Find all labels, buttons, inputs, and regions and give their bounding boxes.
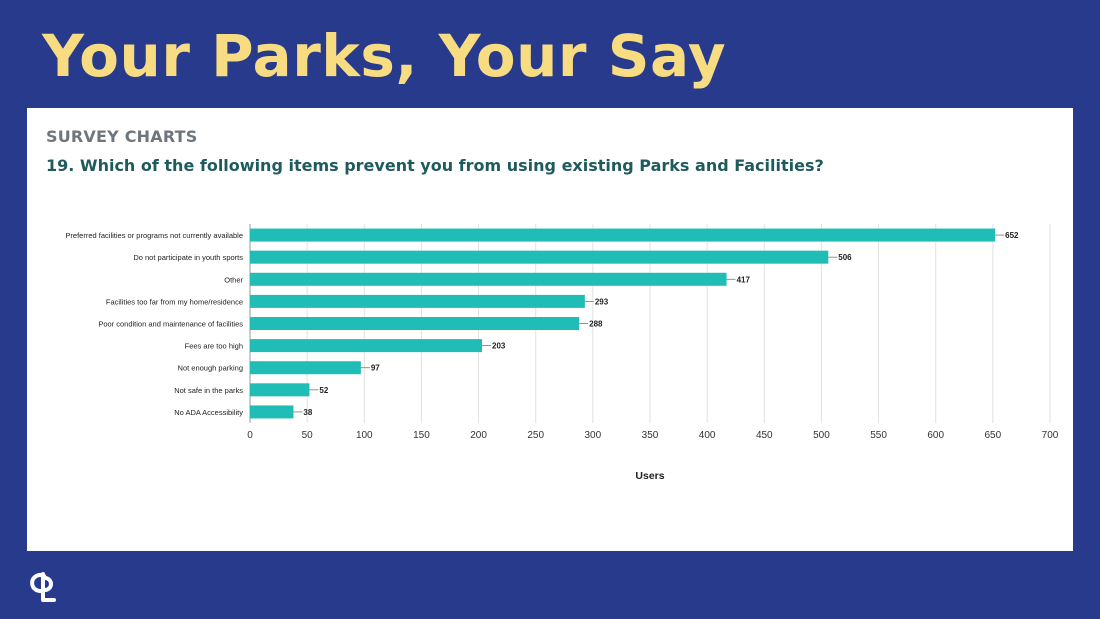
bar <box>250 405 294 419</box>
data-label: 203 <box>492 342 506 351</box>
x-tick-label: 350 <box>642 430 659 441</box>
x-tick-label: 50 <box>302 430 314 441</box>
bar <box>250 317 580 330</box>
x-tick-label: 600 <box>927 430 944 441</box>
x-tick-label: 700 <box>1042 430 1059 441</box>
x-tick-label: 0 <box>247 430 253 441</box>
x-tick-label: 550 <box>870 430 887 441</box>
category-label: Not safe in the parks <box>174 386 243 395</box>
bar <box>250 339 482 353</box>
bar-chart: 0 50 100 150 200 250 300 350 400 450 500 550 600 650 7… <box>65 224 1059 482</box>
x-tick-label: 450 <box>756 430 773 441</box>
bar <box>250 361 361 375</box>
question-title: 19. Which of the following items prevent… <box>46 156 824 175</box>
category-label: Fees are too high <box>185 342 243 351</box>
cpl-logo-icon <box>30 572 56 602</box>
bar <box>250 383 310 397</box>
category-label: Do not participate in youth sports <box>133 253 243 262</box>
data-label: 293 <box>595 297 609 306</box>
bar <box>250 272 727 286</box>
x-tick-label: 150 <box>413 430 430 441</box>
data-label: 506 <box>838 253 852 262</box>
x-tick-label: 500 <box>813 430 830 441</box>
category-label: Not enough parking <box>178 364 243 373</box>
slide-title: Your Parks, Your Say <box>42 22 727 90</box>
bar <box>250 294 585 308</box>
data-label: 97 <box>371 364 380 373</box>
data-label: 652 <box>1005 231 1019 240</box>
category-label: Other <box>224 275 243 284</box>
x-tick-label: 400 <box>699 430 716 441</box>
bar <box>250 250 829 264</box>
category-label: Preferred facilities or programs not cur… <box>65 231 243 240</box>
data-label: 288 <box>589 320 603 329</box>
data-label: 417 <box>737 275 751 284</box>
x-tick-label: 650 <box>985 430 1002 441</box>
x-tick-label: 300 <box>585 430 602 441</box>
x-axis-title: Users <box>635 470 664 482</box>
category-label: Facilities too far from my home/residenc… <box>106 297 243 306</box>
data-label: 38 <box>303 408 312 417</box>
x-tick-label: 250 <box>527 430 544 441</box>
x-tick-label: 100 <box>356 430 373 441</box>
section-label: SURVEY CHARTS <box>46 127 198 146</box>
data-label: 52 <box>319 386 328 395</box>
category-label: No ADA Accessibility <box>174 408 243 417</box>
x-tick-label: 200 <box>470 430 487 441</box>
bar <box>250 228 996 242</box>
category-label: Poor condition and maintenance of facili… <box>98 320 243 329</box>
chart-card: SURVEY CHARTS 19. Which of the following… <box>27 108 1073 551</box>
